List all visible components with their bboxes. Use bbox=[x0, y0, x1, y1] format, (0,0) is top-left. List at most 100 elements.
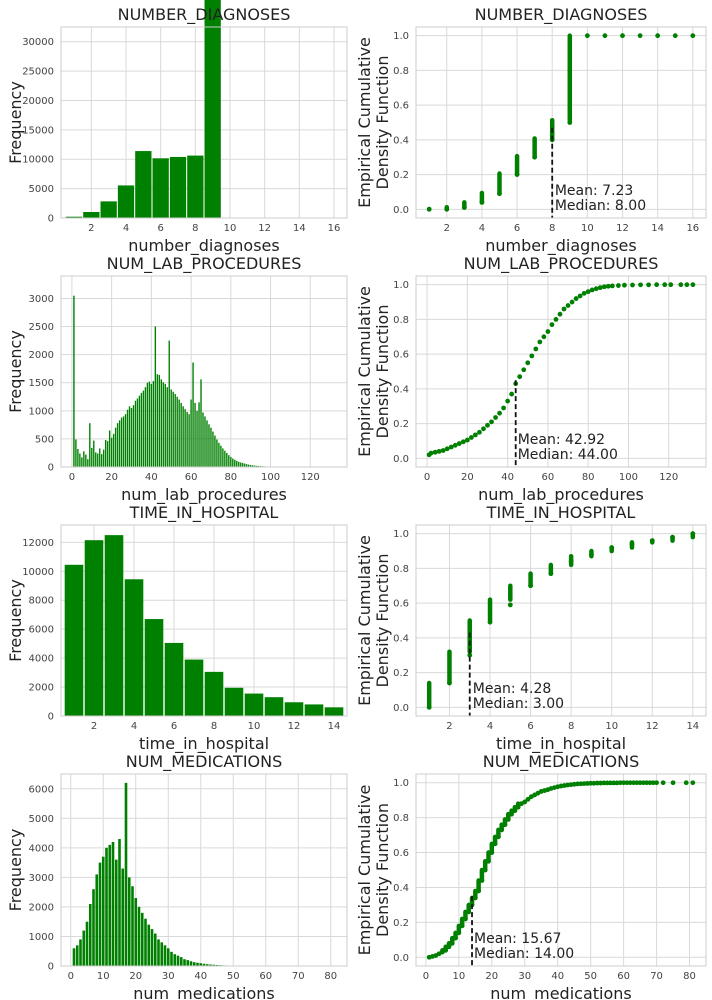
data-point bbox=[660, 780, 666, 786]
y-axis-label-line: Empirical Cumulative bbox=[355, 286, 374, 457]
data-point bbox=[634, 780, 640, 786]
y-axis-label-line: Density Function bbox=[373, 803, 392, 937]
bar bbox=[208, 424, 210, 467]
data-point bbox=[440, 448, 446, 453]
data-point bbox=[497, 410, 502, 416]
y-tick-label: 0.2 bbox=[393, 170, 409, 181]
bar bbox=[134, 898, 138, 966]
y-tick-label: 0.2 bbox=[393, 668, 409, 679]
y-tick-label: 0.8 bbox=[393, 813, 409, 824]
x-tick-label: 16 bbox=[328, 223, 341, 234]
y-axis-label: Empirical CumulativeDensity Function bbox=[355, 535, 392, 706]
x-tick-label: 0 bbox=[423, 971, 429, 982]
bar bbox=[244, 463, 246, 467]
x-tick-label: 50 bbox=[584, 971, 597, 982]
bar bbox=[257, 465, 260, 467]
x-tick-label: 10 bbox=[97, 971, 110, 982]
data-point bbox=[548, 571, 554, 577]
chart-title: NUM_LAB_PROCEDURES bbox=[464, 254, 659, 274]
y-tick-label: 15000 bbox=[22, 125, 54, 136]
y-axis-label-line: Density Function bbox=[373, 305, 392, 439]
bar bbox=[163, 945, 167, 966]
data-point bbox=[617, 780, 623, 786]
bar bbox=[82, 930, 86, 966]
y-tick-label: 30000 bbox=[22, 37, 54, 48]
bar bbox=[98, 862, 102, 966]
bar bbox=[173, 954, 177, 966]
bar bbox=[97, 453, 99, 467]
data-point bbox=[588, 780, 594, 786]
bar bbox=[101, 454, 103, 467]
y-axis-label-line: Density Function bbox=[373, 56, 392, 190]
grid-lines bbox=[416, 27, 706, 218]
plot-frame bbox=[415, 773, 707, 967]
y-tick-label: 20000 bbox=[22, 96, 54, 107]
bar bbox=[228, 455, 230, 467]
bar bbox=[218, 442, 220, 467]
x-tick-label: 14 bbox=[293, 223, 306, 234]
y-tick-label: 4000 bbox=[29, 843, 54, 854]
y-tick-label: 1.0 bbox=[393, 31, 409, 42]
bar bbox=[255, 465, 258, 467]
data-marks bbox=[426, 282, 696, 467]
bar bbox=[220, 445, 222, 467]
y-axis-label: Frequency bbox=[6, 330, 25, 413]
data-point bbox=[605, 283, 611, 289]
data-point bbox=[581, 290, 587, 296]
bar bbox=[196, 962, 199, 966]
x-tick-label: 120 bbox=[301, 472, 320, 483]
bar bbox=[84, 540, 104, 716]
y-tick-label: 0 bbox=[48, 712, 54, 723]
x-tick-label: 8 bbox=[211, 721, 217, 732]
median-annotation: Median: 3.00 bbox=[473, 696, 564, 712]
bar bbox=[124, 414, 127, 467]
bar bbox=[83, 451, 85, 467]
x-tick-label: 2 bbox=[88, 223, 94, 234]
bar bbox=[122, 416, 125, 467]
data-point bbox=[517, 374, 523, 380]
x-tick-label: 10 bbox=[248, 721, 261, 732]
bar bbox=[209, 964, 212, 966]
y-tick-label: 1500 bbox=[29, 378, 54, 389]
plot-frame bbox=[60, 275, 348, 468]
data-point bbox=[482, 867, 488, 873]
bar bbox=[164, 383, 166, 467]
bar bbox=[238, 461, 240, 467]
y-axis-label-line: Empirical Cumulative bbox=[355, 535, 374, 706]
data-point bbox=[481, 426, 486, 432]
bar bbox=[179, 957, 183, 966]
x-tick-label: 12 bbox=[646, 721, 659, 732]
bar bbox=[164, 642, 184, 716]
bar bbox=[75, 945, 79, 966]
data-point bbox=[553, 317, 559, 322]
bar bbox=[144, 619, 164, 716]
median-annotation: Median: 44.00 bbox=[518, 447, 618, 463]
bar bbox=[202, 412, 204, 467]
plot-frame bbox=[415, 275, 707, 468]
data-marks bbox=[72, 782, 336, 966]
bar bbox=[127, 877, 131, 966]
y-tick-label: 0 bbox=[48, 962, 54, 973]
y-axis-label-line: Empirical Cumulative bbox=[355, 785, 374, 956]
bar bbox=[140, 392, 143, 467]
chart-title: NUM_LAB_PROCEDURES bbox=[107, 254, 302, 274]
bar bbox=[75, 439, 77, 467]
y-tick-label: 0.4 bbox=[393, 883, 409, 894]
bar bbox=[83, 212, 100, 218]
y-axis-label-line: Empirical Cumulative bbox=[355, 37, 374, 208]
data-point bbox=[585, 289, 591, 295]
data-point bbox=[654, 780, 659, 786]
x-tick-label: 12 bbox=[616, 223, 629, 234]
plot-frame bbox=[60, 524, 348, 717]
bar bbox=[226, 452, 228, 467]
x-axis-label: num_medications bbox=[490, 984, 631, 1000]
bar bbox=[85, 454, 87, 467]
plot-frame bbox=[60, 773, 348, 967]
data-point bbox=[593, 286, 599, 292]
data-point bbox=[662, 282, 668, 288]
chart-title: NUM_MEDICATIONS bbox=[483, 752, 640, 772]
data-point bbox=[567, 120, 573, 125]
x-tick-label: 8 bbox=[568, 721, 574, 732]
